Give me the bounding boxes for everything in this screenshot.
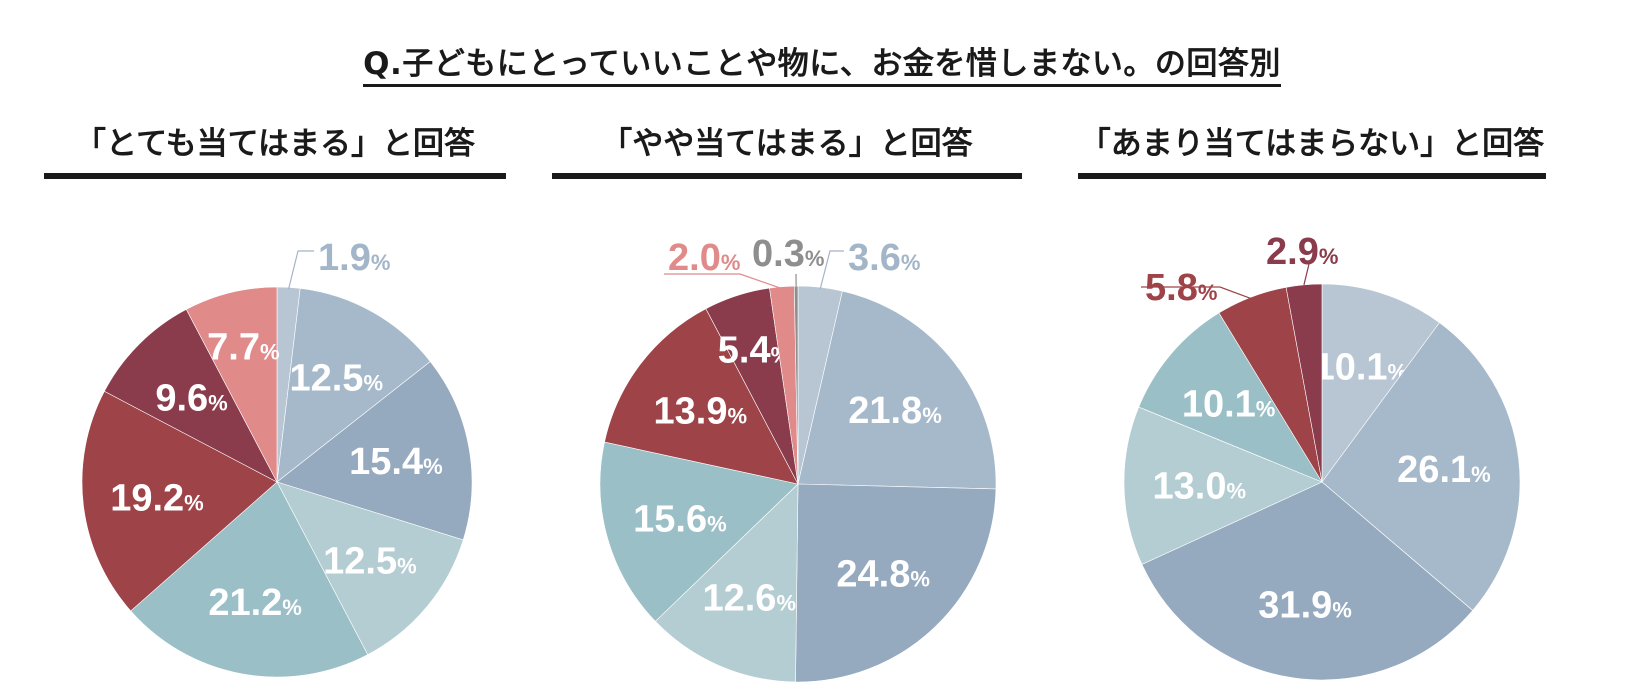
percent-unit: % (423, 454, 443, 479)
pie-slice (1138, 312, 1323, 483)
pie-title-not-very-true: 「あまり当てはまらない」と回答 (1078, 118, 1546, 179)
pie-slice (1321, 283, 1440, 483)
pie-slice (654, 483, 799, 683)
percent-unit: % (371, 250, 391, 275)
pie-slice (795, 483, 997, 683)
pie-slice (599, 441, 799, 622)
pie-slice (130, 481, 369, 678)
pie-slice (81, 390, 278, 612)
pie-slice (103, 308, 278, 483)
pie-slice-label: 2.0% (668, 237, 740, 279)
percent-unit: % (1319, 244, 1339, 269)
percent-unit: % (260, 340, 280, 365)
percent-unit: % (910, 566, 930, 591)
pie-slice (276, 361, 473, 541)
percent-unit: % (1226, 479, 1246, 504)
percent-unit: % (184, 490, 204, 515)
pie-slice (1321, 322, 1521, 611)
pie-slice-label: 0.3% (752, 233, 824, 275)
pie-chart-0: 1.9%12.5%15.4%12.5%21.2%19.2%9.6%7.7% (81, 237, 473, 678)
percent-unit: % (397, 553, 417, 578)
percent-unit: % (922, 403, 942, 428)
pie-slice (276, 481, 464, 656)
pie-slice (1123, 406, 1323, 565)
pie-slice (276, 288, 431, 483)
pie-slice-label: 13.0% (1153, 466, 1247, 508)
pie-slice (185, 286, 278, 483)
pie-chart-2: 10.1%26.1%31.9%13.0%10.1%5.8%2.9% (1123, 231, 1521, 681)
leader-line (664, 273, 783, 290)
percent-unit: % (721, 250, 741, 275)
pie-slice-label: 1.9% (318, 237, 390, 279)
pie-slice-label: 2.9% (1266, 231, 1338, 273)
leader-line (1141, 286, 1253, 300)
percent-unit: % (363, 371, 383, 396)
percent-unit: % (1332, 598, 1352, 623)
percent-unit: % (1256, 396, 1276, 421)
leader-line (287, 250, 314, 290)
pie-title-very-true: 「とても当てはまる」と回答 (44, 118, 506, 179)
pie-slice-label: 26.1% (1397, 449, 1491, 491)
percent-unit: % (727, 404, 747, 429)
pie-slice (797, 290, 997, 490)
pie-slice (1141, 481, 1474, 681)
pie-slice (604, 308, 799, 485)
percent-unit: % (805, 246, 825, 271)
pie-slice-label: 10.1% (1182, 383, 1276, 425)
leader-line (819, 250, 844, 290)
percent-unit: % (1471, 462, 1491, 487)
percent-unit: % (776, 591, 796, 616)
pie-chart-1: 3.6%21.8%24.8%12.6%15.6%13.9%5.4%2.0%0.3… (599, 233, 997, 683)
pie-title-somewhat-true: 「やや当てはまる」と回答 (552, 118, 1022, 179)
percent-unit: % (208, 391, 228, 416)
percent-unit: % (1198, 280, 1218, 305)
percent-unit: % (282, 595, 302, 620)
chart-main-title: Q.子どもにとっていいことや物に、お金を惜しまない。の回答別 (0, 38, 1644, 87)
percent-unit: % (707, 512, 727, 537)
pie-slice-label: 5.8% (1145, 267, 1217, 309)
pie-slice-label: 3.6% (848, 237, 920, 279)
leader-line (1303, 263, 1310, 285)
percent-unit: % (901, 250, 921, 275)
